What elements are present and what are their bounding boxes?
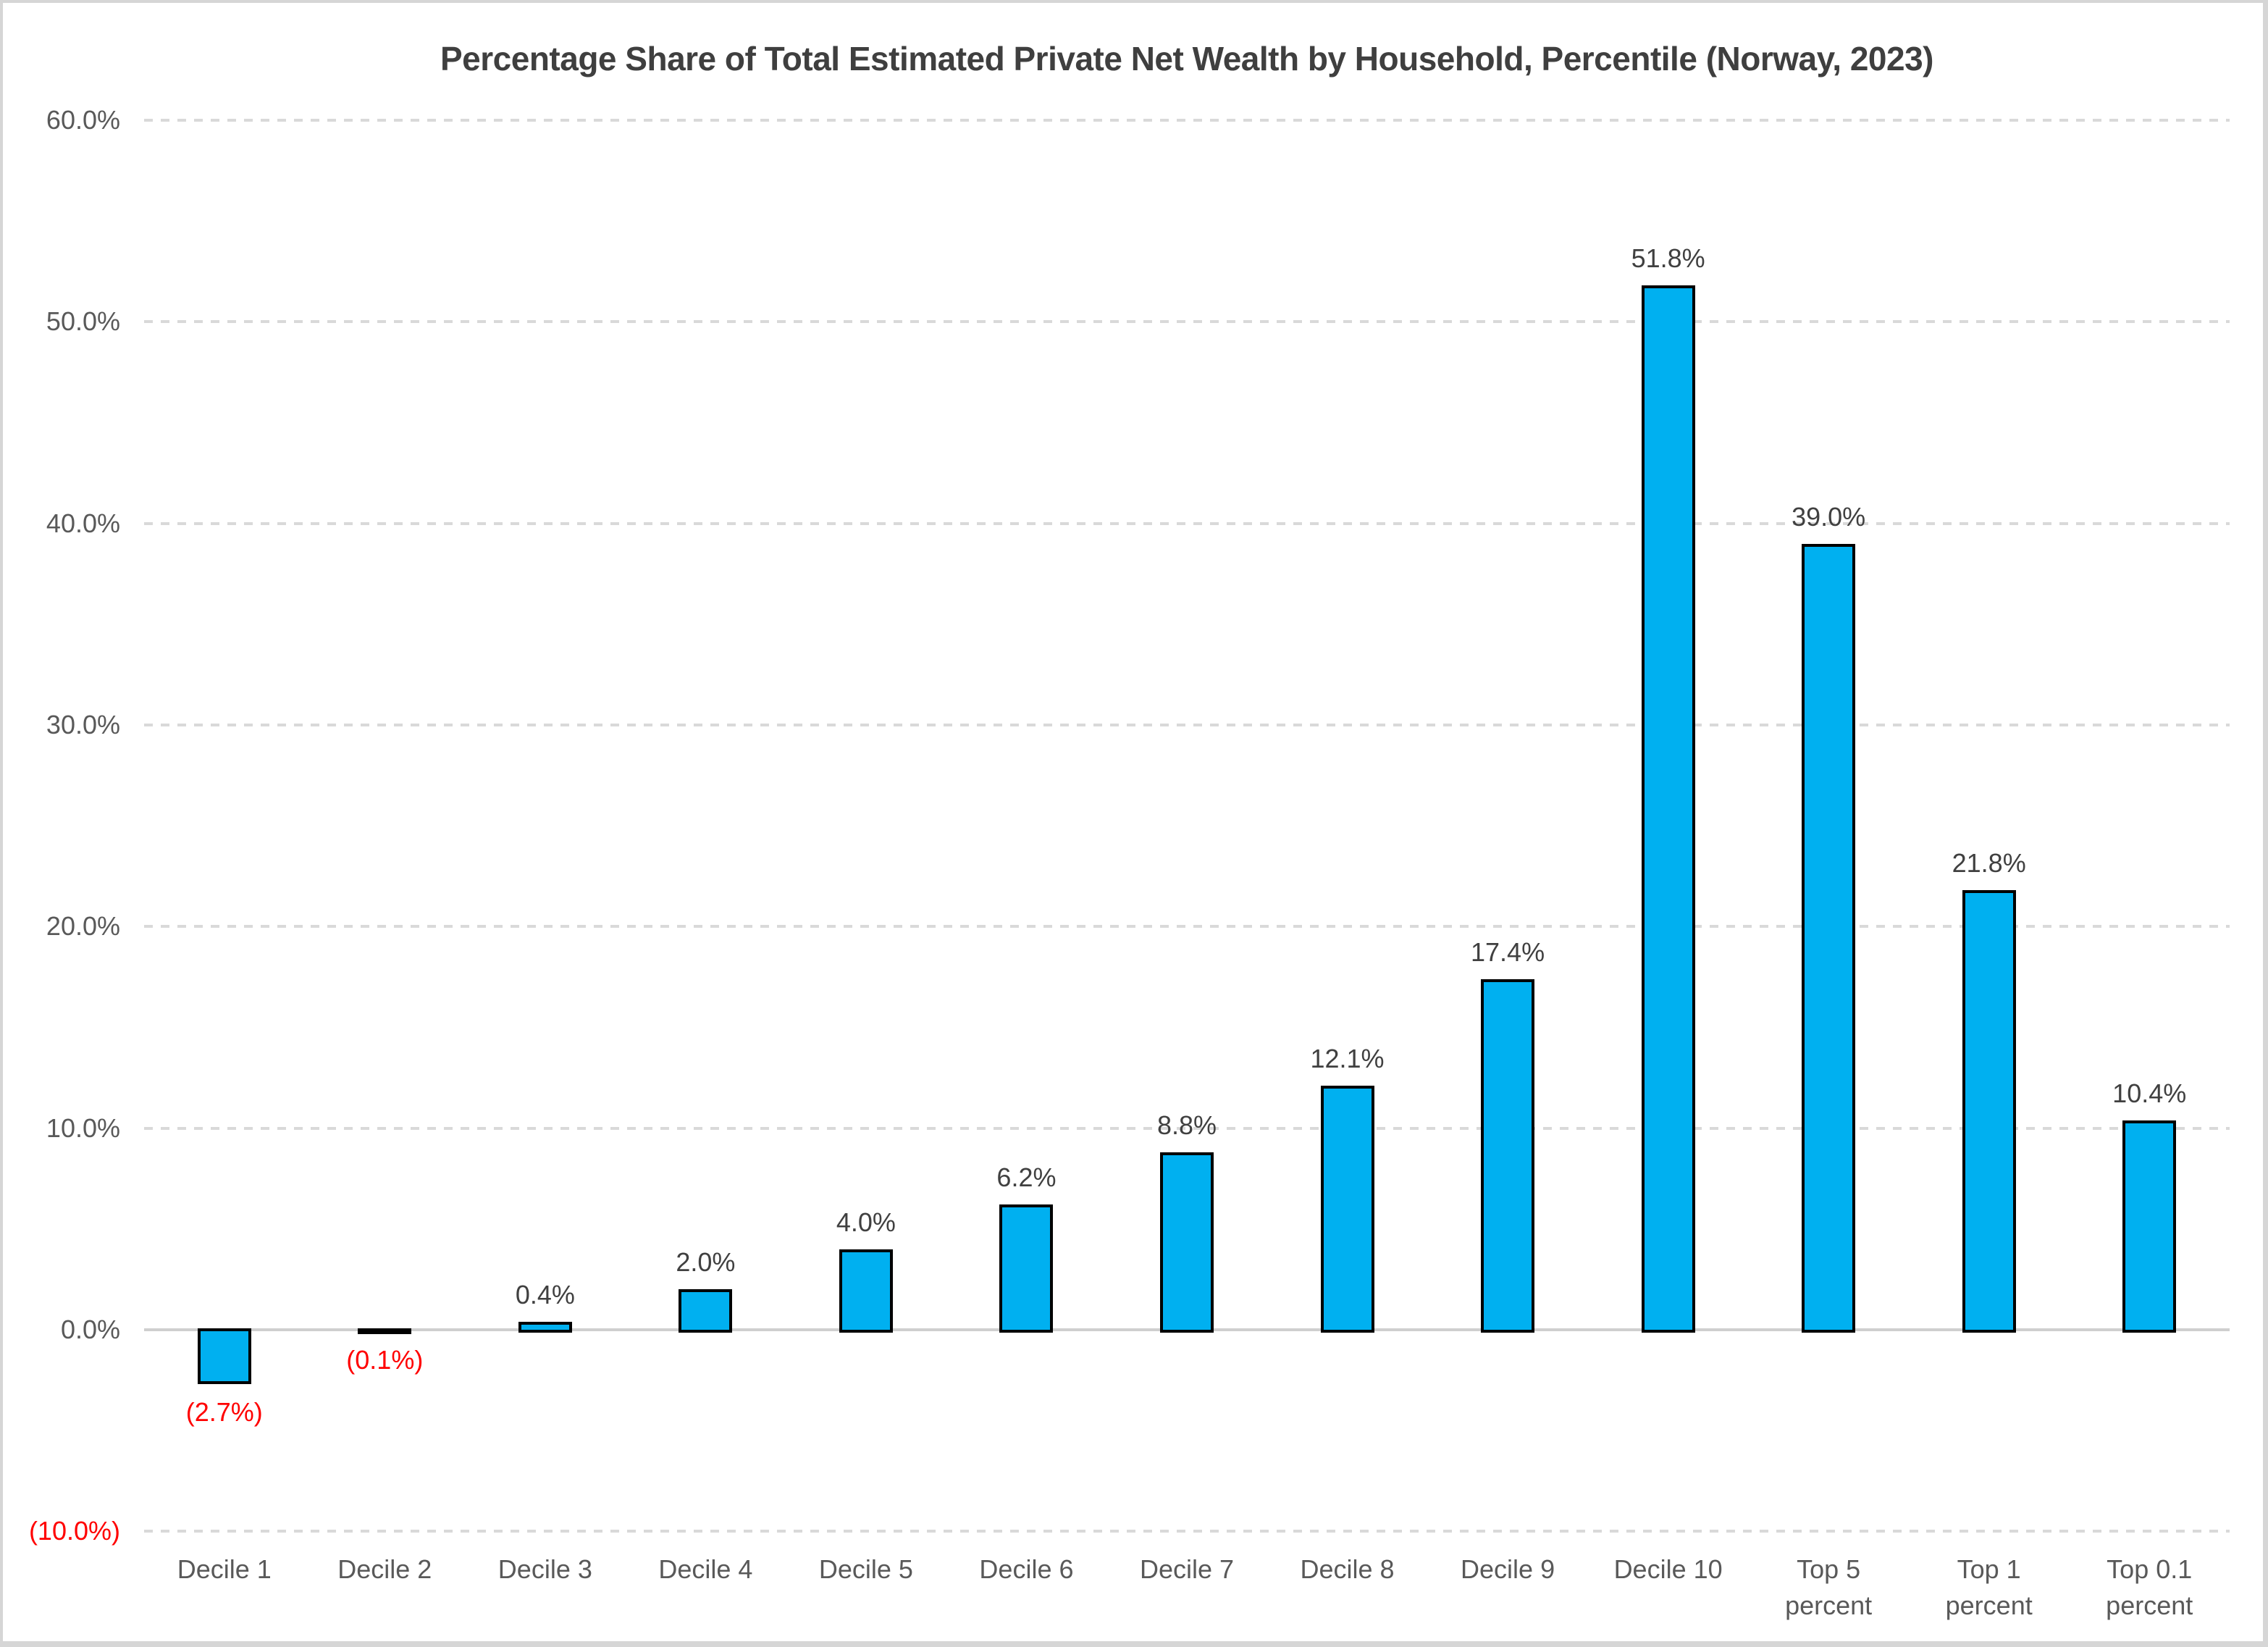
bar-value-label: 8.8%: [1156, 1110, 1217, 1141]
gridline: [144, 119, 2230, 122]
gridline: [144, 521, 2230, 525]
bar-decile-10: [1641, 285, 1695, 1333]
bar-value-label: 10.4%: [2112, 1078, 2187, 1108]
bar-decile-6: [999, 1204, 1054, 1333]
bar-decile-1: [197, 1328, 251, 1385]
bar-value-label: 4.0%: [836, 1207, 896, 1237]
bar-top-0.1-percent: [2122, 1120, 2177, 1333]
category-label-line: Top 0.1: [2107, 1554, 2193, 1584]
y-tick-label: 30.0%: [46, 710, 120, 739]
category-label: Decile 4: [626, 1551, 786, 1588]
gridline: [144, 1126, 2230, 1130]
category-label-line: Decile 8: [1300, 1554, 1395, 1584]
bar-value-label: (2.7%): [185, 1397, 263, 1428]
category-label: Decile 2: [305, 1551, 466, 1588]
category-label-line: Top 5: [1797, 1554, 1861, 1584]
gridline: [144, 320, 2230, 324]
category-label-line: Decile 9: [1461, 1554, 1555, 1584]
category-label: Top 1 percent: [1909, 1551, 2070, 1624]
bar-value-label: 39.0%: [1792, 501, 1866, 532]
category-label: Decile 8: [1267, 1551, 1428, 1588]
category-label-line: Decile 4: [658, 1554, 753, 1584]
category-label-line: Decile 6: [979, 1554, 1074, 1584]
category-label-line: percent: [1785, 1591, 1873, 1620]
category-label-line: Decile 7: [1139, 1554, 1235, 1584]
y-tick-label: 20.0%: [46, 911, 120, 942]
category-label: Decile 7: [1106, 1551, 1267, 1588]
bar-decile-7: [1160, 1152, 1214, 1333]
y-tick-label: 10.0%: [46, 1112, 120, 1143]
category-label-line: percent: [2106, 1591, 2193, 1620]
y-tick-label: 60.0%: [46, 105, 120, 135]
bar-decile-2: [358, 1328, 412, 1334]
y-tick-label: 0.0%: [60, 1315, 120, 1344]
bar-value-label: 0.4%: [515, 1279, 575, 1309]
y-tick-label: (10.0%): [28, 1516, 120, 1546]
bar-value-label: 17.4%: [1471, 936, 1545, 967]
category-label-line: Decile 5: [818, 1554, 913, 1584]
bar-value-label: 21.8%: [1952, 848, 2026, 879]
gridline: [144, 925, 2230, 929]
bar-decile-4: [679, 1289, 733, 1333]
category-label-line: percent: [1945, 1591, 2033, 1620]
category-label: Decile 3: [465, 1551, 626, 1588]
category-label-line: Top 1: [1957, 1554, 2021, 1584]
category-label: Decile 1: [144, 1551, 305, 1588]
chart-title: Percentage Share of Total Estimated Priv…: [440, 40, 1933, 77]
bar-decile-9: [1481, 978, 1535, 1333]
category-label: Decile 10: [1588, 1551, 1749, 1588]
gridline: [144, 724, 2230, 726]
bar-decile-3: [518, 1321, 572, 1333]
category-label-line: Decile 10: [1613, 1554, 1723, 1584]
category-label-line: Decile 2: [337, 1554, 432, 1584]
category-label-line: Decile 1: [177, 1554, 272, 1584]
bar-value-label: (0.1%): [346, 1344, 424, 1375]
bar-value-label: 51.8%: [1631, 243, 1705, 274]
bar-value-label: 2.0%: [676, 1247, 736, 1278]
category-label-line: Decile 3: [497, 1554, 592, 1584]
category-label: Decile 6: [946, 1551, 1107, 1588]
gridline: [144, 1530, 2230, 1533]
category-label: Top 0.1 percent: [2069, 1551, 2230, 1624]
bar-decile-5: [839, 1249, 893, 1333]
category-label: Decile 9: [1427, 1551, 1588, 1588]
bar-value-label: 6.2%: [996, 1162, 1057, 1193]
bar-decile-8: [1320, 1086, 1374, 1333]
bar-top-5-percent: [1802, 543, 1856, 1333]
category-label: Top 5 percent: [1748, 1551, 1909, 1624]
y-tick-label: 50.0%: [46, 306, 120, 337]
category-label: Decile 5: [786, 1551, 946, 1588]
y-tick-label: 40.0%: [46, 508, 120, 538]
bar-top-1-percent: [1962, 890, 2016, 1333]
bar-value-label: 12.1%: [1310, 1044, 1385, 1074]
